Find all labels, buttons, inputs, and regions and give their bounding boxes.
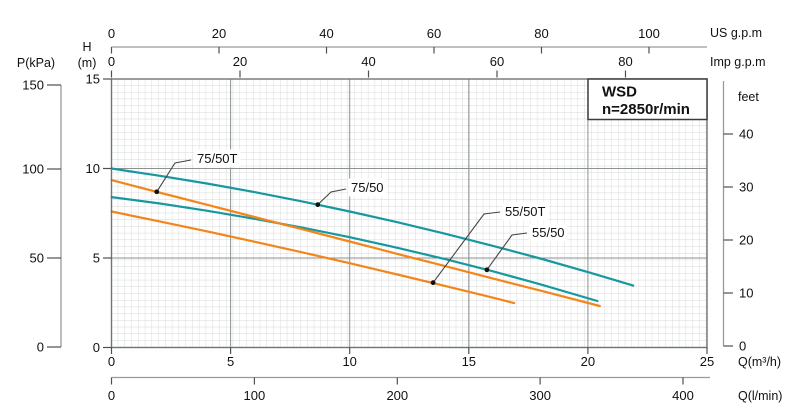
curve-callouts: 75/50T 75/50 55/50T 55/50 [154,149,568,286]
model-info-box-frame [587,78,708,121]
callout-leader [317,188,347,206]
feet-axis-title: feet [738,90,759,104]
curve-55/50T [110,210,516,305]
feet-tick-label: 20 [739,233,753,248]
h-axis-title-m: (m) [78,56,97,70]
q-lmin-tick-label: 400 [672,388,694,403]
p-tick-label: 100 [22,162,44,177]
q-m3h-tick-label: 15 [462,354,476,369]
model-info-box: WSD n=2850r/min [587,78,708,121]
plot-border [110,78,708,349]
callout-dot [154,189,160,195]
q-m3h-axis-title: Q(m³/h) [738,355,781,369]
h-tick-label: 10 [86,161,100,176]
imp-gpm-tick-label: 0 [108,54,115,69]
p-tick-label: 150 [22,78,44,93]
curve-75/50T [110,179,601,308]
imp-gpm-tick-label: 20 [233,54,247,69]
h-tick-label: 15 [86,72,100,87]
h-tick-label: 0 [93,340,100,355]
curve-label-bg [502,202,549,221]
h-tick-label: 5 [93,251,100,266]
imp-gpm-axis-title: Imp g.p.m [710,55,766,69]
plot-grid [111,79,707,348]
q-lmin-tick-label: 200 [386,388,408,403]
callout-leader [486,232,528,271]
plot-frame [110,78,708,349]
us-gpm-tick-label: 60 [427,26,441,41]
curve-label-75/50T: 75/50T [197,151,238,166]
p-tick-label: 50 [30,251,44,266]
pump-curves [110,167,635,308]
feet-tick-label: 10 [739,286,753,301]
feet-tick-label: 30 [739,180,753,195]
curve-label-55/50: 55/50 [532,225,565,240]
callout-leader [156,159,192,193]
us-gpm-tick-label: 20 [212,26,226,41]
us-gpm-tick-label: 100 [638,26,660,41]
us-gpm-axis-title: US g.p.m [710,26,762,40]
us-gpm-tick-label: 40 [319,26,333,41]
p-axis-title: P(kPa) [17,56,55,70]
curve-75/50 [110,167,635,287]
model-speed: n=2850r/min [602,101,690,118]
callout-leader [432,211,501,284]
imp-gpm-tick-label: 80 [618,54,632,69]
curve-label-bg [194,149,241,168]
curve-label-bg [529,223,568,242]
q-m3h-tick-label: 0 [108,354,115,369]
q-m3h-tick-label: 20 [581,354,595,369]
q-m3h-tick-label: 25 [700,354,714,369]
callout-dot [484,267,490,273]
q-m3h-tick-label: 5 [227,354,234,369]
imp-gpm-tick-label: 60 [490,54,504,69]
callout-dot [430,280,436,286]
q-lmin-tick-label: 100 [244,388,266,403]
model-name: WSD [602,84,637,101]
curve-label-bg [348,178,387,197]
q-lmin-axis-title: Q(l/min) [738,389,782,403]
q-lmin-tick-label: 300 [529,388,551,403]
us-gpm-tick-label: 0 [108,26,115,41]
h-axis-title-h: H [82,40,91,54]
curve-55/50 [110,196,599,303]
imp-gpm-tick-label: 40 [361,54,375,69]
p-tick-label: 0 [37,340,44,355]
feet-tick-label: 40 [739,127,753,142]
q-m3h-tick-label: 10 [342,354,356,369]
curve-label-75/50: 75/50 [351,180,384,195]
callout-dot [315,202,321,208]
axis-titles: P(kPa) H (m) US g.p.m Imp g.p.m feet Q(m… [17,26,783,403]
curve-label-55/50T: 55/50T [505,204,546,219]
minor-grid [111,79,707,348]
q-lmin-tick-label: 0 [108,388,115,403]
us-gpm-tick-label: 80 [534,26,548,41]
feet-tick-label: 0 [739,339,746,354]
